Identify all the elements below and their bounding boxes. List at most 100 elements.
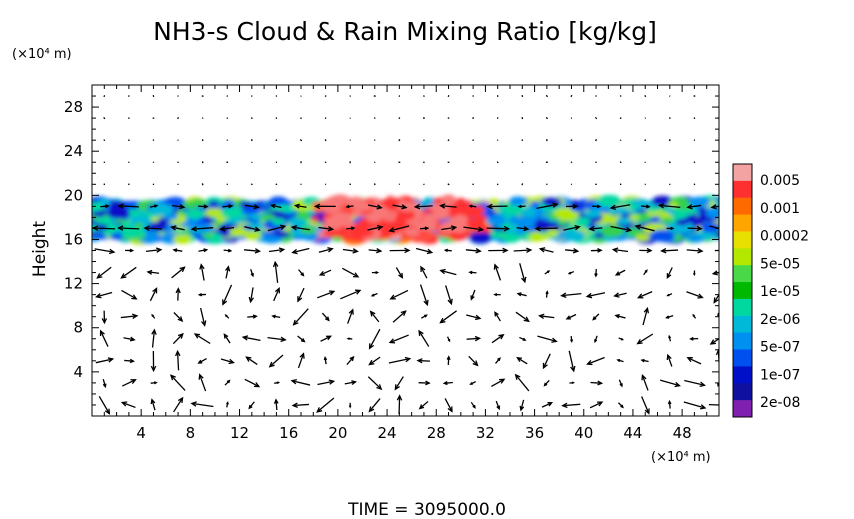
wind-vector [419, 226, 430, 231]
cloud-cell [220, 207, 244, 219]
wind-vector [367, 376, 383, 391]
cloud-cell [597, 194, 622, 207]
wind-vector [616, 358, 624, 363]
wind-vector [585, 292, 606, 299]
wind-vector [443, 248, 452, 253]
wind-vector [640, 358, 649, 363]
colorbar-swatch [733, 214, 752, 232]
cloud-cell [705, 207, 719, 219]
wind-vector [668, 161, 671, 164]
wind-vector [683, 401, 707, 410]
cloud-core-cell [355, 228, 375, 237]
wind-vector [493, 292, 501, 297]
wind-vector [342, 267, 360, 278]
cloud-cell [208, 200, 220, 206]
wind-vector [117, 225, 140, 231]
wind-vector [150, 398, 156, 411]
wind-vector [516, 357, 528, 365]
cloud-cell [661, 217, 674, 224]
wind-vector [120, 266, 137, 279]
wind-vector [666, 293, 673, 297]
cloud-core-cell [403, 227, 417, 235]
wind-vector [668, 334, 672, 342]
wind-vector [614, 314, 626, 319]
wind-vector [438, 203, 457, 209]
wind-vector [418, 329, 430, 347]
wind-vector [595, 139, 598, 142]
cloud-cell [501, 233, 521, 243]
wind-vector [225, 265, 231, 279]
wind-vector [245, 203, 260, 210]
wind-vector [392, 310, 407, 323]
colorbar-swatch [733, 349, 752, 367]
wind-vector [711, 270, 719, 276]
wind-vector [666, 353, 673, 367]
y-axis-unit: (×10⁴ m) [12, 47, 72, 62]
cloud-cell [469, 231, 492, 243]
wind-vector [513, 247, 533, 253]
wind-vector [320, 335, 332, 342]
wind-vector [342, 248, 359, 254]
wind-vector [565, 203, 579, 209]
wind-vector [439, 310, 457, 324]
cloud-cell [185, 208, 206, 219]
wind-vector [541, 402, 554, 408]
wind-vector [398, 95, 401, 97]
wind-vector [592, 313, 600, 321]
cloud-cell [647, 205, 660, 213]
wind-vector [268, 247, 286, 253]
colorbar-label: 1e-05 [760, 284, 800, 300]
wind-vector [175, 349, 181, 371]
cloud-cell [120, 227, 143, 238]
wind-vector [545, 290, 549, 298]
cloud-cell [525, 216, 539, 223]
x-tick-label: 20 [328, 424, 347, 442]
wind-vector [96, 266, 112, 279]
wind-vector [634, 224, 655, 232]
cloud-cell [697, 207, 707, 212]
cloud-cell [467, 220, 492, 233]
cloud-core-cell [356, 201, 372, 212]
wind-vector [177, 139, 179, 141]
wind-vector [470, 289, 476, 301]
cloud-cell [286, 217, 305, 227]
wind-vector [344, 380, 358, 386]
wind-vector [570, 139, 573, 142]
wind-vector [368, 398, 381, 413]
colorbar-swatch [733, 197, 752, 216]
wind-vector [563, 224, 581, 231]
colorbar-swatch [733, 248, 752, 266]
wind-vector [224, 379, 231, 386]
wind-vector [588, 225, 603, 232]
wind-vector [496, 183, 499, 186]
wind-vector [586, 356, 605, 366]
wind-vector [686, 291, 704, 299]
cloud-cell [651, 195, 674, 207]
cloud-cell [530, 219, 552, 230]
cloud-cell [573, 217, 591, 226]
wind-vector [346, 337, 353, 341]
wind-vector [465, 248, 482, 254]
wind-vector [127, 139, 130, 142]
wind-vector [247, 314, 258, 319]
wind-vector [686, 203, 702, 210]
colorbar-swatch [733, 298, 752, 317]
x-tick-label: 36 [525, 424, 544, 442]
wind-vector [220, 358, 235, 365]
cloud-core-cell [373, 208, 393, 217]
colorbar-label: 5e-05 [760, 256, 800, 272]
wind-vector [447, 183, 450, 186]
wind-vector [693, 117, 696, 120]
wind-vector [693, 270, 696, 277]
wind-vector [398, 139, 401, 142]
wind-vector [420, 314, 428, 319]
cloud-core-cell [391, 219, 408, 229]
wind-vector [149, 287, 158, 302]
wind-vector [589, 401, 604, 409]
wind-vector [95, 291, 113, 299]
wind-vector [496, 117, 499, 120]
colorbar-swatch [733, 383, 752, 401]
colorbar-swatch [733, 180, 752, 199]
wind-vector [172, 248, 183, 253]
wind-vector [545, 117, 549, 120]
